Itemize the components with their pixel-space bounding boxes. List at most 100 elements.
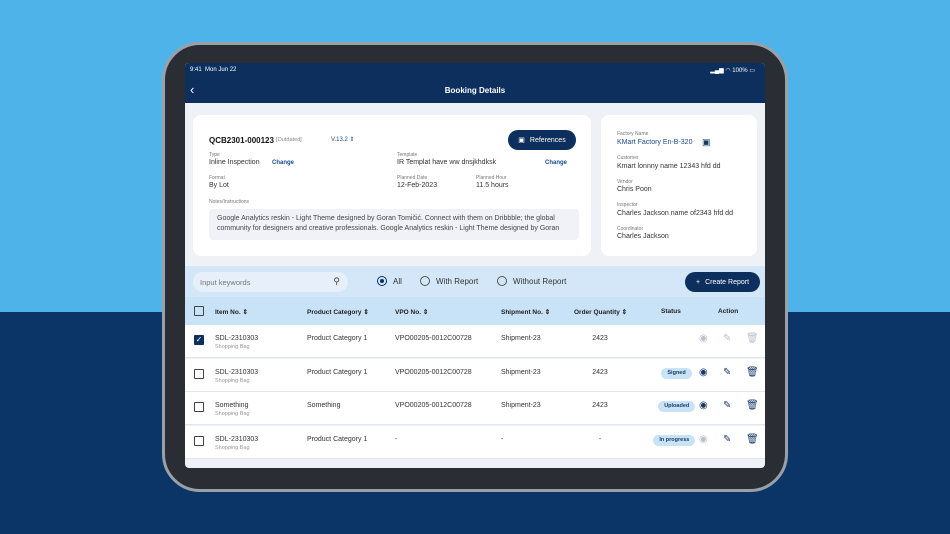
- sort-product-category[interactable]: Product Category ⇕: [307, 309, 369, 316]
- sort-vpo-no[interactable]: VPO No. ⇕: [395, 309, 429, 316]
- item-no: Something: [215, 402, 249, 409]
- customer-label: Customer: [617, 155, 639, 161]
- status-header: Status: [661, 308, 681, 315]
- eye-icon[interactable]: ◉: [699, 400, 708, 411]
- trash-icon[interactable]: 🗑︎: [746, 333, 759, 344]
- planned-hour-value: 11.5 hours: [476, 182, 509, 189]
- booking-id: QCB2301-000123: [209, 136, 274, 145]
- table-header: Item No. ⇕ Product Category ⇕ VPO No. ⇕ …: [185, 297, 765, 325]
- vpo-no: VPO00205-0012C00728: [395, 402, 472, 409]
- eye-icon[interactable]: ◉: [699, 333, 708, 344]
- notes-field[interactable]: Google Analytics reskin - Light Theme de…: [209, 209, 579, 240]
- customer-value: Kmart lonnny name 12343 hfd dd: [617, 163, 721, 170]
- planned-date-value: 12-Feb-2023: [397, 182, 438, 189]
- trash-icon[interactable]: 🗑︎: [746, 433, 759, 445]
- search-input[interactable]: Input keywords ⚲: [193, 272, 348, 292]
- row-checkbox[interactable]: [194, 435, 204, 446]
- booking-state: [Outdated]: [276, 137, 302, 143]
- eye-icon[interactable]: ◉: [699, 433, 708, 445]
- chevron-left-icon[interactable]: ‹: [190, 82, 195, 97]
- booking-card: QCB2301-000123 [Outdated] V.13.2 ⇕ ▣ Refe…: [193, 115, 591, 256]
- references-button[interactable]: ▣ References: [508, 130, 576, 150]
- format-label: Format: [209, 175, 225, 181]
- pencil-icon[interactable]: ✎: [723, 433, 732, 445]
- template-value: IR Templat have ww dnsjkhdksk: [397, 159, 497, 166]
- version-selector[interactable]: V.13.2 ⇕: [331, 137, 355, 143]
- change-template-button[interactable]: Change: [545, 160, 568, 166]
- eye-icon[interactable]: ◉: [699, 366, 708, 378]
- table-row[interactable]: ✓ SDL-2310303 Shopping Bag Product Categ…: [185, 325, 765, 358]
- pencil-icon[interactable]: ✎: [723, 366, 732, 378]
- product-category: Product Category 1: [307, 435, 368, 443]
- vpo-no: VPO00205-0012C00728: [395, 335, 472, 342]
- factory-label: Factory Name: [617, 131, 649, 137]
- factory-card-icon[interactable]: ▣: [702, 137, 711, 147]
- item-sub: Shopping Bag: [215, 411, 250, 417]
- row-checkbox[interactable]: [194, 368, 204, 379]
- coordinator-label: Coordinator: [617, 226, 644, 232]
- details-card: Factory Name KMart Factory En-B-320 ▣ Cu…: [601, 115, 757, 256]
- vpo-no: -: [395, 435, 398, 443]
- planned-date-label: Planned Date: [397, 175, 428, 181]
- table-row[interactable]: SDL-2310303 Shopping Bag Product Categor…: [185, 358, 765, 392]
- row-checkbox[interactable]: ✓: [194, 335, 204, 345]
- radio-with-report[interactable]: With Report: [420, 276, 478, 286]
- type-value: Inline Inspection: [209, 159, 260, 166]
- select-all-checkbox[interactable]: [194, 306, 204, 316]
- table-row[interactable]: SDL-2310303 Shopping Bag Product Categor…: [185, 425, 765, 459]
- template-label: Template: [397, 152, 418, 158]
- filter-bar: Input keywords ⚲ All With Report Without …: [185, 266, 765, 297]
- item-no: SDL-2310303: [215, 435, 259, 443]
- battery-indicator: ▂▄▆ ◠ 100% ▭: [710, 67, 755, 74]
- format-value: By Lot: [209, 182, 229, 189]
- item-no: SDL-2310303: [215, 368, 259, 376]
- shipment-no: Shipment-23: [501, 402, 541, 409]
- trash-icon[interactable]: 🗑︎: [746, 366, 759, 378]
- table-row[interactable]: Something Shopping Bag Something VPO0020…: [185, 392, 765, 425]
- item-sub: Shopping Bag: [215, 377, 250, 384]
- vendor-label: Vendor: [617, 179, 633, 185]
- notes-label: Notes/Instructions: [209, 199, 250, 205]
- item-sub: Shopping Bag: [215, 444, 250, 451]
- radio-all[interactable]: All: [377, 276, 402, 286]
- nav-bar: ‹ Booking Details: [185, 77, 765, 103]
- change-type-button[interactable]: Change: [272, 160, 295, 166]
- trash-icon[interactable]: 🗑︎: [746, 400, 759, 411]
- inspector-value: Charles Jackson name of2343 hfd dd: [617, 210, 733, 217]
- shipment-no: -: [501, 435, 504, 443]
- shipment-no: Shipment-23: [501, 335, 541, 342]
- shipment-no: Shipment-23: [501, 368, 541, 376]
- product-category: Something: [307, 402, 341, 409]
- time: 9:41: [190, 67, 202, 73]
- radio-without-report[interactable]: Without Report: [497, 276, 566, 286]
- plus-icon: +: [695, 278, 701, 286]
- sort-order-quantity[interactable]: Order Quantity ⇕: [574, 309, 628, 316]
- sort-item-no[interactable]: Item No. ⇕: [215, 309, 248, 316]
- inspector-label: Inspector: [617, 202, 638, 208]
- action-header: Action: [718, 308, 739, 315]
- status-badge: Signed: [661, 367, 692, 379]
- page-title: Booking Details: [444, 85, 506, 95]
- product-category: Product Category 1: [307, 335, 368, 342]
- vendor-value: Chris Poon: [617, 186, 652, 193]
- date: Mon Jun 22: [205, 67, 237, 73]
- factory-link[interactable]: KMart Factory En-B-320: [617, 139, 693, 146]
- pencil-icon[interactable]: ✎: [723, 400, 732, 411]
- image-icon: ▣: [518, 137, 525, 144]
- item-no: SDL-2310303: [215, 335, 259, 342]
- product-category: Product Category 1: [307, 368, 368, 376]
- app-screen: 9:41 Mon Jun 22 ▂▄▆ ◠ 100% ▭ ‹ Booking D…: [185, 63, 765, 468]
- vpo-no: VPO00205-0012C00728: [395, 368, 472, 376]
- type-label: Type: [209, 152, 220, 158]
- planned-hour-label: Planned Hour: [476, 175, 507, 181]
- status-badge: Uploaded: [658, 401, 696, 412]
- row-checkbox[interactable]: [194, 402, 204, 412]
- coordinator-value: Charles Jackson: [617, 233, 669, 240]
- pencil-icon[interactable]: ✎: [723, 333, 732, 344]
- create-report-button[interactable]: + Create Report: [685, 272, 760, 292]
- search-icon: ⚲: [333, 276, 340, 286]
- status-badge: In progress: [653, 434, 696, 446]
- sort-shipment-no[interactable]: Shipment No. ⇕: [501, 309, 551, 316]
- item-sub: Shopping Bag: [215, 344, 250, 350]
- status-bar: 9:41 Mon Jun 22 ▂▄▆ ◠ 100% ▭: [185, 63, 765, 77]
